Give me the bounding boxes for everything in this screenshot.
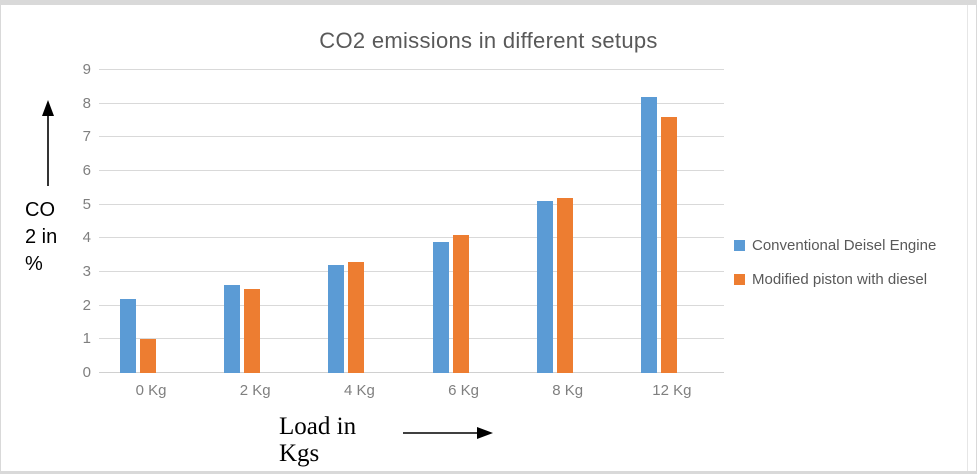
frame-inner-right-line [967, 5, 968, 471]
bar-series2-cat0 [140, 339, 157, 373]
x-axis-title-line-2: Kgs [279, 440, 320, 467]
x-category-label: 12 Kg [652, 382, 692, 399]
y-tick-label: 8 [82, 94, 91, 112]
legend-label: Modified piston with diesel [752, 271, 928, 288]
legend-item: Conventional Deisel Engine [734, 237, 969, 254]
bar-series2-cat2 [348, 261, 365, 373]
gridline [99, 69, 724, 70]
bar-series2-cat5 [660, 117, 677, 373]
bar-series1-cat2 [328, 265, 345, 373]
x-category-label: 2 Kg [239, 382, 271, 399]
y-tick-label: 1 [82, 330, 91, 348]
right-arrow-icon [403, 427, 493, 439]
y-axis-title: CO 2 in % [25, 197, 57, 278]
bar-series2-cat1 [244, 288, 261, 373]
legend-item: Modified piston with diesel [734, 271, 969, 288]
gridline [99, 372, 724, 373]
legend-swatch-icon [734, 240, 745, 251]
gridline [99, 170, 724, 171]
legend: Conventional Deisel Engine Modified pisto… [734, 237, 969, 305]
gridline [99, 271, 724, 272]
bar-series1-cat5 [640, 96, 657, 373]
y-tick-label: 4 [82, 229, 91, 247]
y-tick-label: 3 [82, 263, 91, 280]
gridline [99, 338, 724, 340]
gridline [99, 102, 724, 104]
y-axis-title-line-3: % [25, 253, 43, 275]
x-axis-title-line-1: Load in [279, 413, 357, 440]
legend-label: Conventional Deisel Engine [752, 237, 937, 254]
x-category-label: 8 Kg [552, 382, 584, 399]
y-tick-label: 7 [82, 128, 91, 146]
bar-series1-cat4 [536, 201, 553, 373]
frame-bottom-border [1, 471, 976, 474]
frame-top-border [1, 0, 976, 5]
gridline [99, 203, 724, 205]
x-category-label: 0 Kg [135, 382, 167, 399]
bar-series1-cat3 [432, 241, 449, 373]
gridline [99, 237, 724, 239]
x-category-label: 4 Kg [343, 382, 375, 399]
y-tick-label: 5 [82, 195, 91, 213]
y-tick-label: 2 [82, 296, 91, 314]
gridline [99, 136, 724, 138]
chart-title: CO2 emissions in different setups [319, 28, 658, 53]
y-tick-label: 9 [82, 61, 91, 78]
bar-series1-cat1 [224, 285, 241, 373]
x-category-label: 6 Kg [448, 382, 479, 399]
up-arrow-icon [42, 100, 54, 186]
y-tick-label: 0 [82, 364, 91, 381]
legend-swatch-icon [734, 274, 745, 285]
y-tick-label: 6 [82, 162, 91, 179]
bar-series2-cat3 [452, 234, 469, 373]
gridline [99, 304, 724, 306]
y-axis-title-line-2: 2 in [25, 226, 58, 248]
y-axis-title-line-1: CO [25, 199, 55, 221]
plot-area [99, 69, 724, 373]
x-axis-title: Load in Kgs [279, 413, 356, 467]
bar-series2-cat4 [556, 197, 573, 373]
bar-series1-cat0 [120, 298, 137, 373]
